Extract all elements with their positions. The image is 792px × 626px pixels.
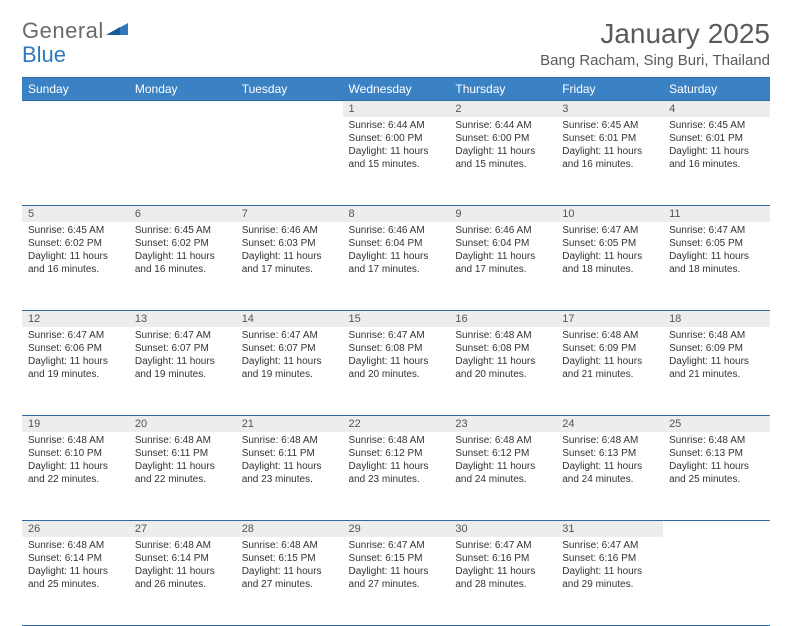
week-content-row: Sunrise: 6:48 AMSunset: 6:10 PMDaylight:… [22,432,770,520]
day-number: 4 [663,100,770,117]
weekday-header: Friday [556,78,663,101]
logo-mark-icon [106,15,128,41]
day-number: 31 [556,520,663,537]
day-number: 14 [236,310,343,327]
day-cell: Sunrise: 6:48 AMSunset: 6:13 PMDaylight:… [556,432,663,490]
day-cell: Sunrise: 6:47 AMSunset: 6:07 PMDaylight:… [129,327,236,385]
week-content-row: Sunrise: 6:44 AMSunset: 6:00 PMDaylight:… [22,117,770,205]
day-cell: Sunrise: 6:47 AMSunset: 6:05 PMDaylight:… [663,222,770,280]
week-daynum-row: 567891011 [22,205,770,222]
day-number: 15 [343,310,450,327]
day-number: 7 [236,205,343,222]
day-number: 20 [129,415,236,432]
logo: General [22,18,128,44]
day-number: 17 [556,310,663,327]
day-number: 8 [343,205,450,222]
day-cell: Sunrise: 6:47 AMSunset: 6:16 PMDaylight:… [449,537,556,595]
day-number: 3 [556,100,663,117]
day-number: 21 [236,415,343,432]
week-daynum-row: 1234 [22,100,770,117]
day-number [663,520,770,537]
day-cell: Sunrise: 6:47 AMSunset: 6:08 PMDaylight:… [343,327,450,385]
day-cell: Sunrise: 6:48 AMSunset: 6:12 PMDaylight:… [343,432,450,490]
week-daynum-row: 19202122232425 [22,415,770,432]
header: General January 2025 Bang Racham, Sing B… [22,18,770,69]
weekday-header: Monday [129,78,236,101]
day-number [22,100,129,117]
weekday-header: Saturday [663,78,770,101]
day-number: 12 [22,310,129,327]
logo-word-1: General [22,18,104,44]
day-cell: Sunrise: 6:48 AMSunset: 6:08 PMDaylight:… [449,327,556,385]
day-cell: Sunrise: 6:48 AMSunset: 6:15 PMDaylight:… [236,537,343,595]
day-number: 27 [129,520,236,537]
day-cell: Sunrise: 6:48 AMSunset: 6:10 PMDaylight:… [22,432,129,490]
day-number: 2 [449,100,556,117]
day-cell: Sunrise: 6:48 AMSunset: 6:11 PMDaylight:… [129,432,236,490]
day-cell: Sunrise: 6:48 AMSunset: 6:09 PMDaylight:… [556,327,663,385]
day-cell [129,117,236,123]
day-number: 13 [129,310,236,327]
day-cell: Sunrise: 6:46 AMSunset: 6:03 PMDaylight:… [236,222,343,280]
day-cell: Sunrise: 6:45 AMSunset: 6:01 PMDaylight:… [663,117,770,175]
location-text: Bang Racham, Sing Buri, Thailand [540,52,770,69]
day-number [236,100,343,117]
day-cell [236,117,343,123]
weekday-header: Thursday [449,78,556,101]
day-cell: Sunrise: 6:47 AMSunset: 6:15 PMDaylight:… [343,537,450,595]
week-content-row: Sunrise: 6:47 AMSunset: 6:06 PMDaylight:… [22,327,770,415]
day-number: 6 [129,205,236,222]
day-cell: Sunrise: 6:45 AMSunset: 6:02 PMDaylight:… [22,222,129,280]
day-number: 19 [22,415,129,432]
day-cell: Sunrise: 6:46 AMSunset: 6:04 PMDaylight:… [449,222,556,280]
weekday-header: Wednesday [343,78,450,101]
week-daynum-row: 12131415161718 [22,310,770,327]
day-cell: Sunrise: 6:47 AMSunset: 6:05 PMDaylight:… [556,222,663,280]
day-number: 24 [556,415,663,432]
day-cell: Sunrise: 6:45 AMSunset: 6:01 PMDaylight:… [556,117,663,175]
day-number: 28 [236,520,343,537]
day-number: 10 [556,205,663,222]
day-number: 9 [449,205,556,222]
day-cell: Sunrise: 6:48 AMSunset: 6:14 PMDaylight:… [129,537,236,595]
logo-word-2: Blue [22,42,66,68]
day-cell [22,117,129,123]
week-content-row: Sunrise: 6:45 AMSunset: 6:02 PMDaylight:… [22,222,770,310]
day-cell: Sunrise: 6:44 AMSunset: 6:00 PMDaylight:… [343,117,450,175]
day-number: 23 [449,415,556,432]
weekday-header: Tuesday [236,78,343,101]
title-block: January 2025 Bang Racham, Sing Buri, Tha… [540,18,770,69]
day-cell: Sunrise: 6:44 AMSunset: 6:00 PMDaylight:… [449,117,556,175]
month-title: January 2025 [540,18,770,50]
day-cell: Sunrise: 6:47 AMSunset: 6:06 PMDaylight:… [22,327,129,385]
day-cell: Sunrise: 6:47 AMSunset: 6:07 PMDaylight:… [236,327,343,385]
day-number: 11 [663,205,770,222]
day-number: 30 [449,520,556,537]
day-cell: Sunrise: 6:48 AMSunset: 6:11 PMDaylight:… [236,432,343,490]
day-cell: Sunrise: 6:48 AMSunset: 6:14 PMDaylight:… [22,537,129,595]
day-cell: Sunrise: 6:45 AMSunset: 6:02 PMDaylight:… [129,222,236,280]
day-cell: Sunrise: 6:48 AMSunset: 6:12 PMDaylight:… [449,432,556,490]
day-number: 26 [22,520,129,537]
day-number: 22 [343,415,450,432]
calendar-table: Sunday Monday Tuesday Wednesday Thursday… [22,77,770,625]
day-number: 25 [663,415,770,432]
day-number: 1 [343,100,450,117]
day-number: 5 [22,205,129,222]
weekday-header: Sunday [22,78,129,101]
day-cell [663,537,770,543]
day-cell: Sunrise: 6:47 AMSunset: 6:16 PMDaylight:… [556,537,663,595]
day-number [129,100,236,117]
day-cell: Sunrise: 6:46 AMSunset: 6:04 PMDaylight:… [343,222,450,280]
weekday-header-row: Sunday Monday Tuesday Wednesday Thursday… [22,78,770,101]
day-cell: Sunrise: 6:48 AMSunset: 6:09 PMDaylight:… [663,327,770,385]
week-daynum-row: 262728293031 [22,520,770,537]
day-number: 18 [663,310,770,327]
day-cell: Sunrise: 6:48 AMSunset: 6:13 PMDaylight:… [663,432,770,490]
day-number: 29 [343,520,450,537]
day-number: 16 [449,310,556,327]
